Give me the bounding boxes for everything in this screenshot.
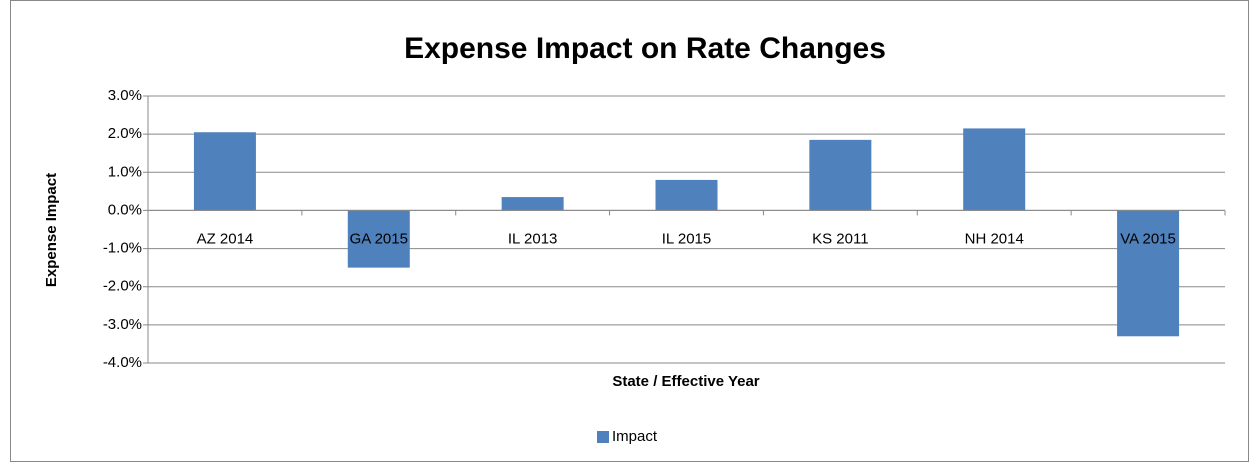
y-tick-label: 2.0% <box>108 125 142 142</box>
bar <box>1117 210 1180 337</box>
chart-frame <box>10 0 1249 462</box>
y-tick-label: -4.0% <box>103 354 142 371</box>
bar <box>193 132 256 211</box>
y-tick-label: -1.0% <box>103 240 142 257</box>
x-tick-label: IL 2013 <box>508 230 558 247</box>
x-tick-label: NH 2014 <box>965 230 1024 247</box>
bar <box>655 179 718 211</box>
x-tick-label: AZ 2014 <box>197 230 254 247</box>
y-tick-label: -3.0% <box>103 316 142 333</box>
legend-swatch <box>597 431 609 443</box>
x-axis-label: State / Effective Year <box>612 373 759 390</box>
x-tick-label: GA 2015 <box>350 230 408 247</box>
bar <box>963 128 1026 211</box>
legend-label: Impact <box>612 428 658 445</box>
x-tick-label: IL 2015 <box>662 230 712 247</box>
y-tick-label: -2.0% <box>103 278 142 295</box>
chart-title: Expense Impact on Rate Changes <box>404 32 886 65</box>
bar <box>501 197 564 211</box>
bar <box>347 210 410 268</box>
y-tick-label: 0.0% <box>108 201 142 218</box>
x-tick-label: KS 2011 <box>812 230 868 247</box>
bar <box>809 139 872 211</box>
y-axis-label: Expense Impact <box>43 173 60 287</box>
y-tick-label: 3.0% <box>108 87 142 104</box>
x-tick-label: VA 2015 <box>1120 230 1176 247</box>
y-tick-label: 1.0% <box>108 163 142 180</box>
